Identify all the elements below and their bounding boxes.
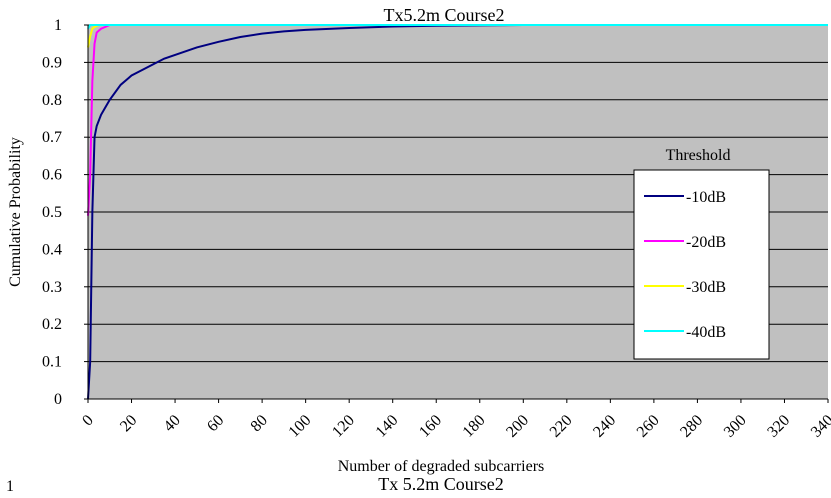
y-tick-label: 0.6 [42, 167, 62, 184]
legend-label: -30dB [686, 279, 726, 296]
x-tick-label: 200 [503, 412, 532, 441]
x-tick-label: 220 [547, 412, 576, 441]
y-tick-labels: 0 0.1 0.2 0.3 0.4 0.5 0.6 0.7 0.8 0.9 1 [42, 17, 88, 408]
x-tick-labels: 0 20 40 60 80 100 120 140 160 180 200 220 240 260 280 3… [79, 399, 831, 441]
y-tick-label: 0.7 [42, 129, 62, 146]
x-tick-label: 120 [329, 412, 358, 441]
second-chart-title: Tx 5.2m Course2 [378, 474, 504, 494]
x-tick-label: 180 [460, 412, 489, 441]
y-tick-label: 0.1 [42, 354, 62, 371]
x-axis-label: Number of degraded subcarriers [338, 458, 545, 475]
chart-title: Tx5.2m Course2 [384, 5, 505, 25]
legend-entries: -10dB -20dB -30dB -40dB [644, 189, 726, 341]
x-tick-label: 300 [721, 412, 750, 441]
y-tick-label: 0.2 [42, 316, 62, 333]
x-tick-label: 0 [79, 412, 97, 430]
y-tick-label: 1 [54, 17, 62, 34]
x-tick-label: 260 [634, 412, 663, 441]
legend-label: -40dB [686, 324, 726, 341]
series-line-10dB [87, 24, 828, 400]
x-tick-label: 280 [677, 412, 706, 441]
y-tick-label: 0 [54, 391, 62, 408]
x-tick-label: 140 [373, 412, 402, 441]
x-tick-label: 60 [204, 412, 227, 435]
x-tick-label: 80 [248, 412, 271, 435]
footer-tick-label: 1 [6, 478, 14, 495]
y-tick-label: 0.8 [42, 92, 62, 109]
x-tick-label: 20 [117, 412, 140, 435]
series-line-40dB [87, 24, 828, 30]
x-tick-label: 160 [416, 412, 445, 441]
x-tick-label: 100 [285, 412, 314, 441]
y-tick-label: 0.4 [42, 241, 62, 258]
y-tick-label: 0.3 [42, 279, 62, 296]
legend-label: -20dB [686, 234, 726, 251]
x-tick-label: 340 [808, 412, 831, 441]
x-tick-label: 40 [161, 412, 184, 435]
x-tick-label: 320 [764, 412, 793, 441]
y-tick-label: 0.5 [42, 204, 62, 221]
legend-title: Threshold [666, 147, 731, 164]
x-tick-label: 240 [590, 412, 619, 441]
y-tick-label: 0.9 [42, 54, 62, 71]
legend-label: -10dB [686, 189, 726, 206]
legend-box [633, 169, 770, 360]
series-lines [87, 24, 828, 400]
y-axis-label: Cumulative Probability [7, 137, 24, 287]
